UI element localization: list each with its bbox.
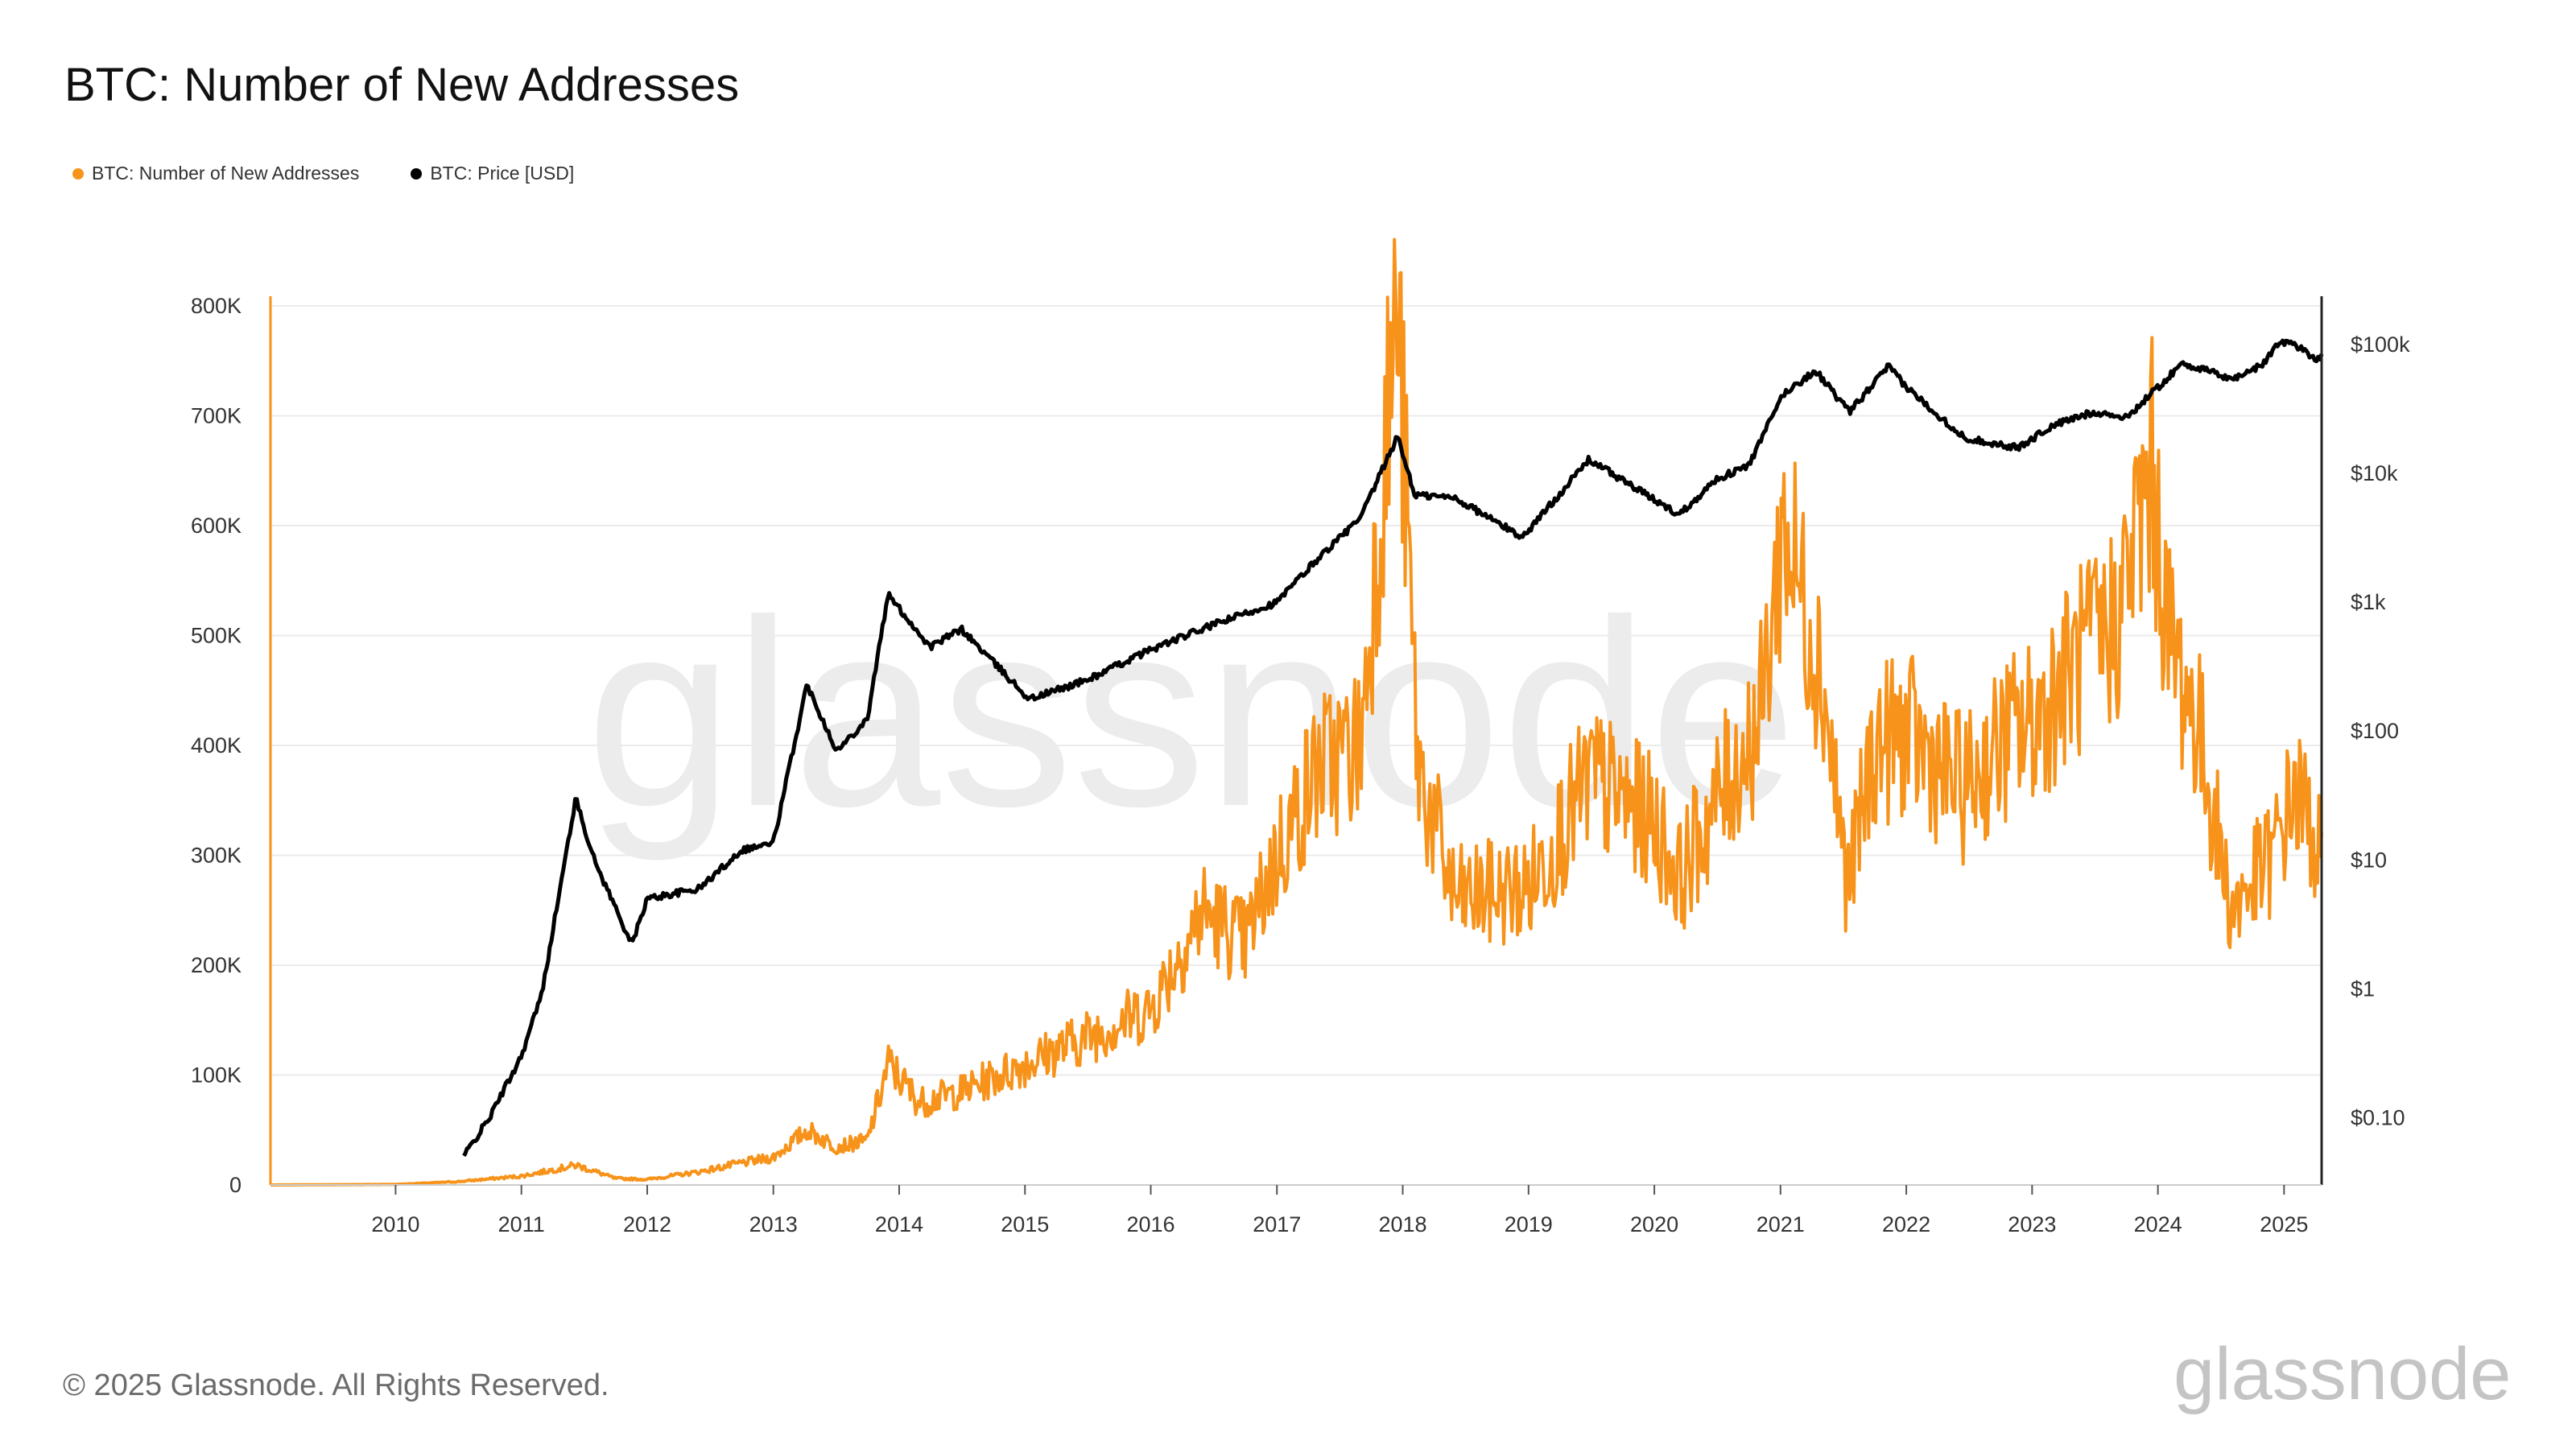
x-tick-label: 2010 [371,1212,419,1236]
y-left-tick-label: 500K [191,624,242,648]
y-left-tick-label: 0 [229,1173,242,1197]
x-tick-label: 2013 [749,1212,798,1236]
y-left-tick-label: 600K [191,514,242,538]
x-tick-label: 2015 [1001,1212,1049,1236]
y-right-tick-label: $100 [2351,719,2399,743]
legend: BTC: Number of New Addresses BTC: Price … [72,163,574,184]
logo-text: glassnode [2174,1333,2511,1415]
series-line-new-addresses [270,237,2323,1187]
y-right-tick-label: $100k [2351,332,2410,357]
y-axis-left-ticks: 0 100K 200K 300K 400K 500K 600K 700K 800K [191,294,242,1197]
x-tick-label: 2012 [623,1212,671,1236]
x-tick-label: 2019 [1505,1212,1553,1236]
y-axis-right-ticks: $0.10 $1 $10 $100 $1k $10k $100k [2351,332,2410,1129]
y-left-tick-label: 300K [191,844,242,868]
legend-dot-black [411,167,423,180]
y-left-tick-label: 800K [191,294,242,318]
y-left-tick-label: 100K [191,1063,242,1088]
x-tick-label: 2021 [1757,1212,1805,1236]
series-new-addresses [270,237,2323,1187]
series-price [462,338,2324,1158]
x-tick-label: 2024 [2134,1212,2182,1236]
y-right-tick-label: $0.10 [2351,1105,2405,1129]
x-tick-label: 2023 [2008,1212,2056,1236]
x-tick-label: 2014 [875,1212,923,1236]
x-tick-label: 2018 [1378,1212,1426,1236]
chart-title: BTC: Number of New Addresses [64,59,740,111]
y-right-tick-label: $1k [2351,590,2386,614]
legend-item-new-addresses[interactable]: BTC: Number of New Addresses [72,163,359,184]
x-tick-label: 2011 [498,1212,545,1236]
y-left-tick-label: 200K [191,953,242,977]
x-tick-label: 2017 [1253,1212,1301,1236]
y-right-tick-label: $10 [2351,848,2387,872]
legend-dot-orange [72,167,84,180]
legend-item-price[interactable]: BTC: Price [USD] [411,163,574,184]
glassnode-logo: glassnode [2174,1333,2511,1415]
legend-label: BTC: Number of New Addresses [92,163,360,184]
x-axis-ticks: 2010 2011 2012 2013 2014 2015 2016 2017 2018 2019… [371,1185,2308,1236]
x-tick-label: 2025 [2260,1212,2308,1236]
y-right-tick-label: $1 [2351,976,2375,1001]
axes [269,296,2323,1186]
x-tick-label: 2020 [1630,1212,1678,1236]
x-tick-label: 2022 [1882,1212,1930,1236]
y-left-tick-label: 400K [191,733,242,758]
x-tick-label: 2016 [1126,1212,1174,1236]
copyright: © 2025 Glassnode. All Rights Reserved. [63,1368,609,1402]
y-left-tick-label: 700K [191,404,242,428]
watermark: glassnode [586,564,1798,863]
y-right-tick-label: $10k [2351,461,2398,485]
series-line-price [462,338,2324,1158]
legend-label: BTC: Price [USD] [430,163,575,184]
